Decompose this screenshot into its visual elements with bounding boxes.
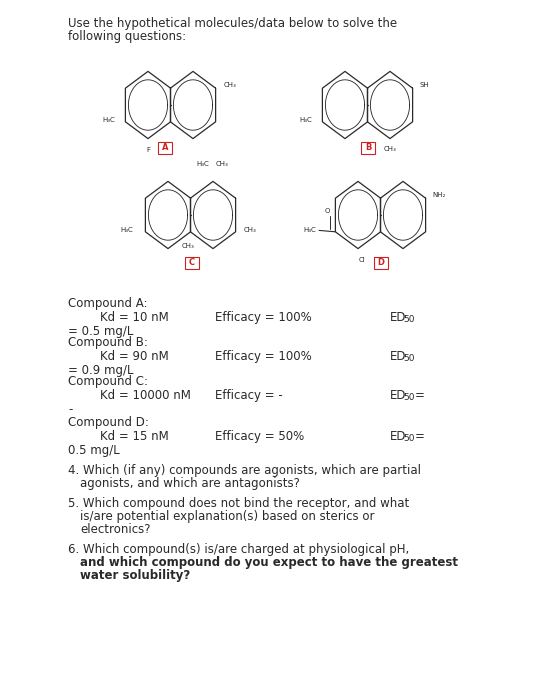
Text: is/are potential explanation(s) based on sterics or: is/are potential explanation(s) based on… [80, 510, 374, 523]
Text: Use the hypothetical molecules/data below to solve the: Use the hypothetical molecules/data belo… [68, 17, 397, 30]
Text: 0.5 mg/L: 0.5 mg/L [68, 444, 120, 457]
Text: Kd = 15 nM: Kd = 15 nM [100, 430, 169, 443]
Text: H₃C: H₃C [196, 162, 209, 167]
Text: Kd = 90 nM: Kd = 90 nM [100, 350, 169, 363]
Text: ED: ED [390, 311, 406, 324]
Text: following questions:: following questions: [68, 30, 186, 43]
Text: B: B [365, 144, 371, 153]
Text: Cl: Cl [359, 257, 366, 263]
Text: ED: ED [390, 389, 406, 402]
Text: water solubility?: water solubility? [80, 569, 190, 582]
Text: Compound A:: Compound A: [68, 297, 147, 310]
Text: Efficacy = -: Efficacy = - [215, 389, 283, 402]
Text: = 0.5 mg/L: = 0.5 mg/L [68, 325, 133, 338]
Text: = 0.9 mg/L: = 0.9 mg/L [68, 364, 133, 377]
Text: 5. Which compound does not bind the receptor, and what: 5. Which compound does not bind the rece… [68, 497, 409, 510]
Text: 4. Which (if any) compounds are agonists, which are partial: 4. Which (if any) compounds are agonists… [68, 464, 421, 477]
Text: CH₃: CH₃ [216, 162, 228, 167]
Text: Efficacy = 100%: Efficacy = 100% [215, 311, 312, 324]
Text: electronics?: electronics? [80, 523, 151, 536]
Text: ED: ED [390, 430, 406, 443]
Text: and which compound do you expect to have the greatest: and which compound do you expect to have… [80, 556, 458, 569]
Text: A: A [162, 144, 168, 153]
Text: Compound D:: Compound D: [68, 416, 149, 429]
Text: NH₂: NH₂ [432, 192, 446, 197]
Text: 50: 50 [403, 393, 415, 402]
Text: Compound C:: Compound C: [68, 375, 148, 388]
Text: Compound B:: Compound B: [68, 336, 148, 349]
Text: Efficacy = 100%: Efficacy = 100% [215, 350, 312, 363]
Text: F: F [146, 147, 150, 153]
Text: H₃C: H₃C [300, 117, 313, 122]
Text: 50: 50 [403, 354, 415, 363]
FancyBboxPatch shape [361, 142, 375, 154]
Text: CH₃: CH₃ [244, 228, 257, 233]
FancyBboxPatch shape [374, 257, 388, 269]
FancyBboxPatch shape [185, 257, 199, 269]
Text: H₃C: H₃C [304, 227, 317, 232]
Text: Kd = 10000 nM: Kd = 10000 nM [100, 389, 191, 402]
Text: H₃C: H₃C [121, 227, 133, 232]
Text: -: - [68, 403, 72, 416]
Text: H₃C: H₃C [103, 117, 115, 122]
Text: agonists, and which are antagonists?: agonists, and which are antagonists? [80, 477, 300, 490]
Text: D: D [378, 258, 385, 267]
Text: Efficacy = 50%: Efficacy = 50% [215, 430, 304, 443]
Text: C: C [189, 258, 195, 267]
Text: 50: 50 [403, 315, 415, 324]
Text: 50: 50 [403, 434, 415, 443]
Text: =: = [415, 389, 425, 402]
Text: CH₃: CH₃ [224, 82, 237, 88]
Text: Kd = 10 nM: Kd = 10 nM [100, 311, 169, 324]
Text: =: = [415, 430, 425, 443]
Text: SH: SH [419, 83, 429, 88]
FancyBboxPatch shape [158, 142, 172, 154]
Text: ED: ED [390, 350, 406, 363]
Text: 6. Which compound(s) is/are charged at physiological pH,: 6. Which compound(s) is/are charged at p… [68, 543, 409, 556]
Text: CH₃: CH₃ [182, 243, 194, 249]
Text: O: O [325, 209, 330, 214]
Text: CH₃: CH₃ [384, 146, 397, 152]
